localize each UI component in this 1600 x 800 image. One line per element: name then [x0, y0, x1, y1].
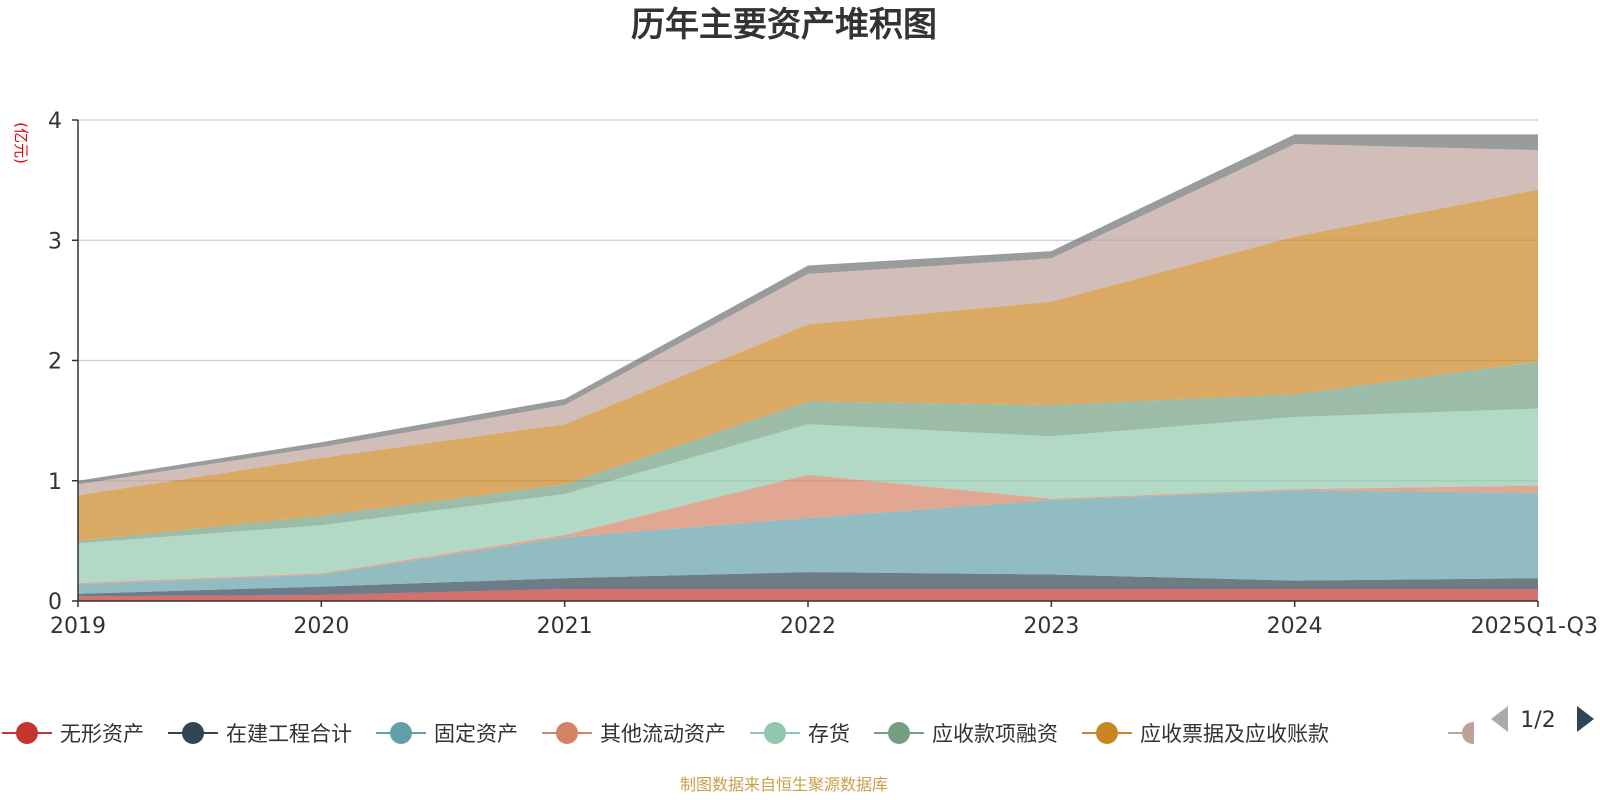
legend[interactable]: 无形资产 在建工程合计 固定资产 其他流动资产 存货 应收款项融资 应收票据及应收账款 1/… [2, 706, 1594, 747]
legend-item[interactable]: 应收票据及应收账款 [1082, 722, 1329, 746]
legend-label: 应收款项融资 [932, 722, 1058, 746]
y-tick-label: 4 [48, 109, 62, 134]
x-tick-label: 2019 [50, 614, 106, 639]
x-tick-label: 2020 [293, 614, 349, 639]
legend-page-indicator: 1/2 [1520, 708, 1555, 733]
x-tick-label: 2022 [780, 614, 836, 639]
legend-marker-icon [182, 722, 204, 744]
y-tick-label: 1 [48, 470, 62, 495]
legend-item[interactable]: 其他流动资产 [542, 722, 726, 746]
legend-marker-icon [1096, 722, 1118, 744]
legend-next-page-icon[interactable] [1577, 706, 1594, 732]
legend-label: 存货 [808, 722, 850, 746]
legend-marker-icon [16, 722, 38, 744]
legend-label: 固定资产 [434, 722, 518, 746]
chart-title: 历年主要资产堆积图 [631, 5, 937, 45]
y-axis-unit-label: (亿元) [12, 122, 30, 164]
area-固定资产[interactable] [78, 490, 1538, 594]
legend-prev-page-icon[interactable] [1491, 706, 1508, 732]
legend-marker-icon [390, 722, 412, 744]
legend-marker-icon [888, 722, 910, 744]
legend-item[interactable]: 在建工程合计 [168, 722, 352, 746]
legend-item[interactable]: 应收款项融资 [874, 722, 1058, 746]
x-tick-label: 2025Q1-Q3 [1471, 614, 1598, 639]
y-tick-label: 0 [48, 590, 62, 615]
legend-item[interactable]: 存货 [750, 722, 850, 746]
x-tick-label: 2023 [1023, 614, 1079, 639]
legend-label: 应收票据及应收账款 [1140, 722, 1329, 746]
y-tick-label: 2 [48, 350, 62, 375]
axes: 2019 2020 2021 2022 2023 2024 2025Q1-Q3 [50, 119, 1598, 639]
legend-label: 其他流动资产 [600, 722, 726, 746]
x-tick-label: 2021 [537, 614, 593, 639]
legend-item[interactable]: 固定资产 [376, 722, 518, 746]
legend-marker-icon [556, 722, 578, 744]
area-在建工程合计[interactable] [78, 572, 1538, 597]
legend-label: 无形资产 [60, 722, 144, 746]
data-source-note: 制图数据来自恒生聚源数据库 [680, 775, 888, 794]
legend-label: 在建工程合计 [226, 722, 352, 746]
area-应收票据及应收账款[interactable] [78, 189, 1538, 541]
area-其他[interactable] [78, 144, 1538, 496]
area-应收款项融资[interactable] [78, 361, 1538, 544]
legend-marker-icon [764, 722, 786, 744]
legend-item[interactable]: 无形资产 [2, 722, 144, 746]
area-存货[interactable] [78, 408, 1538, 583]
area-series[interactable] [78, 134, 1538, 601]
y-tick-label: 3 [48, 229, 62, 254]
area-其他流动资产[interactable] [78, 474, 1538, 585]
x-tick-label: 2024 [1267, 614, 1323, 639]
